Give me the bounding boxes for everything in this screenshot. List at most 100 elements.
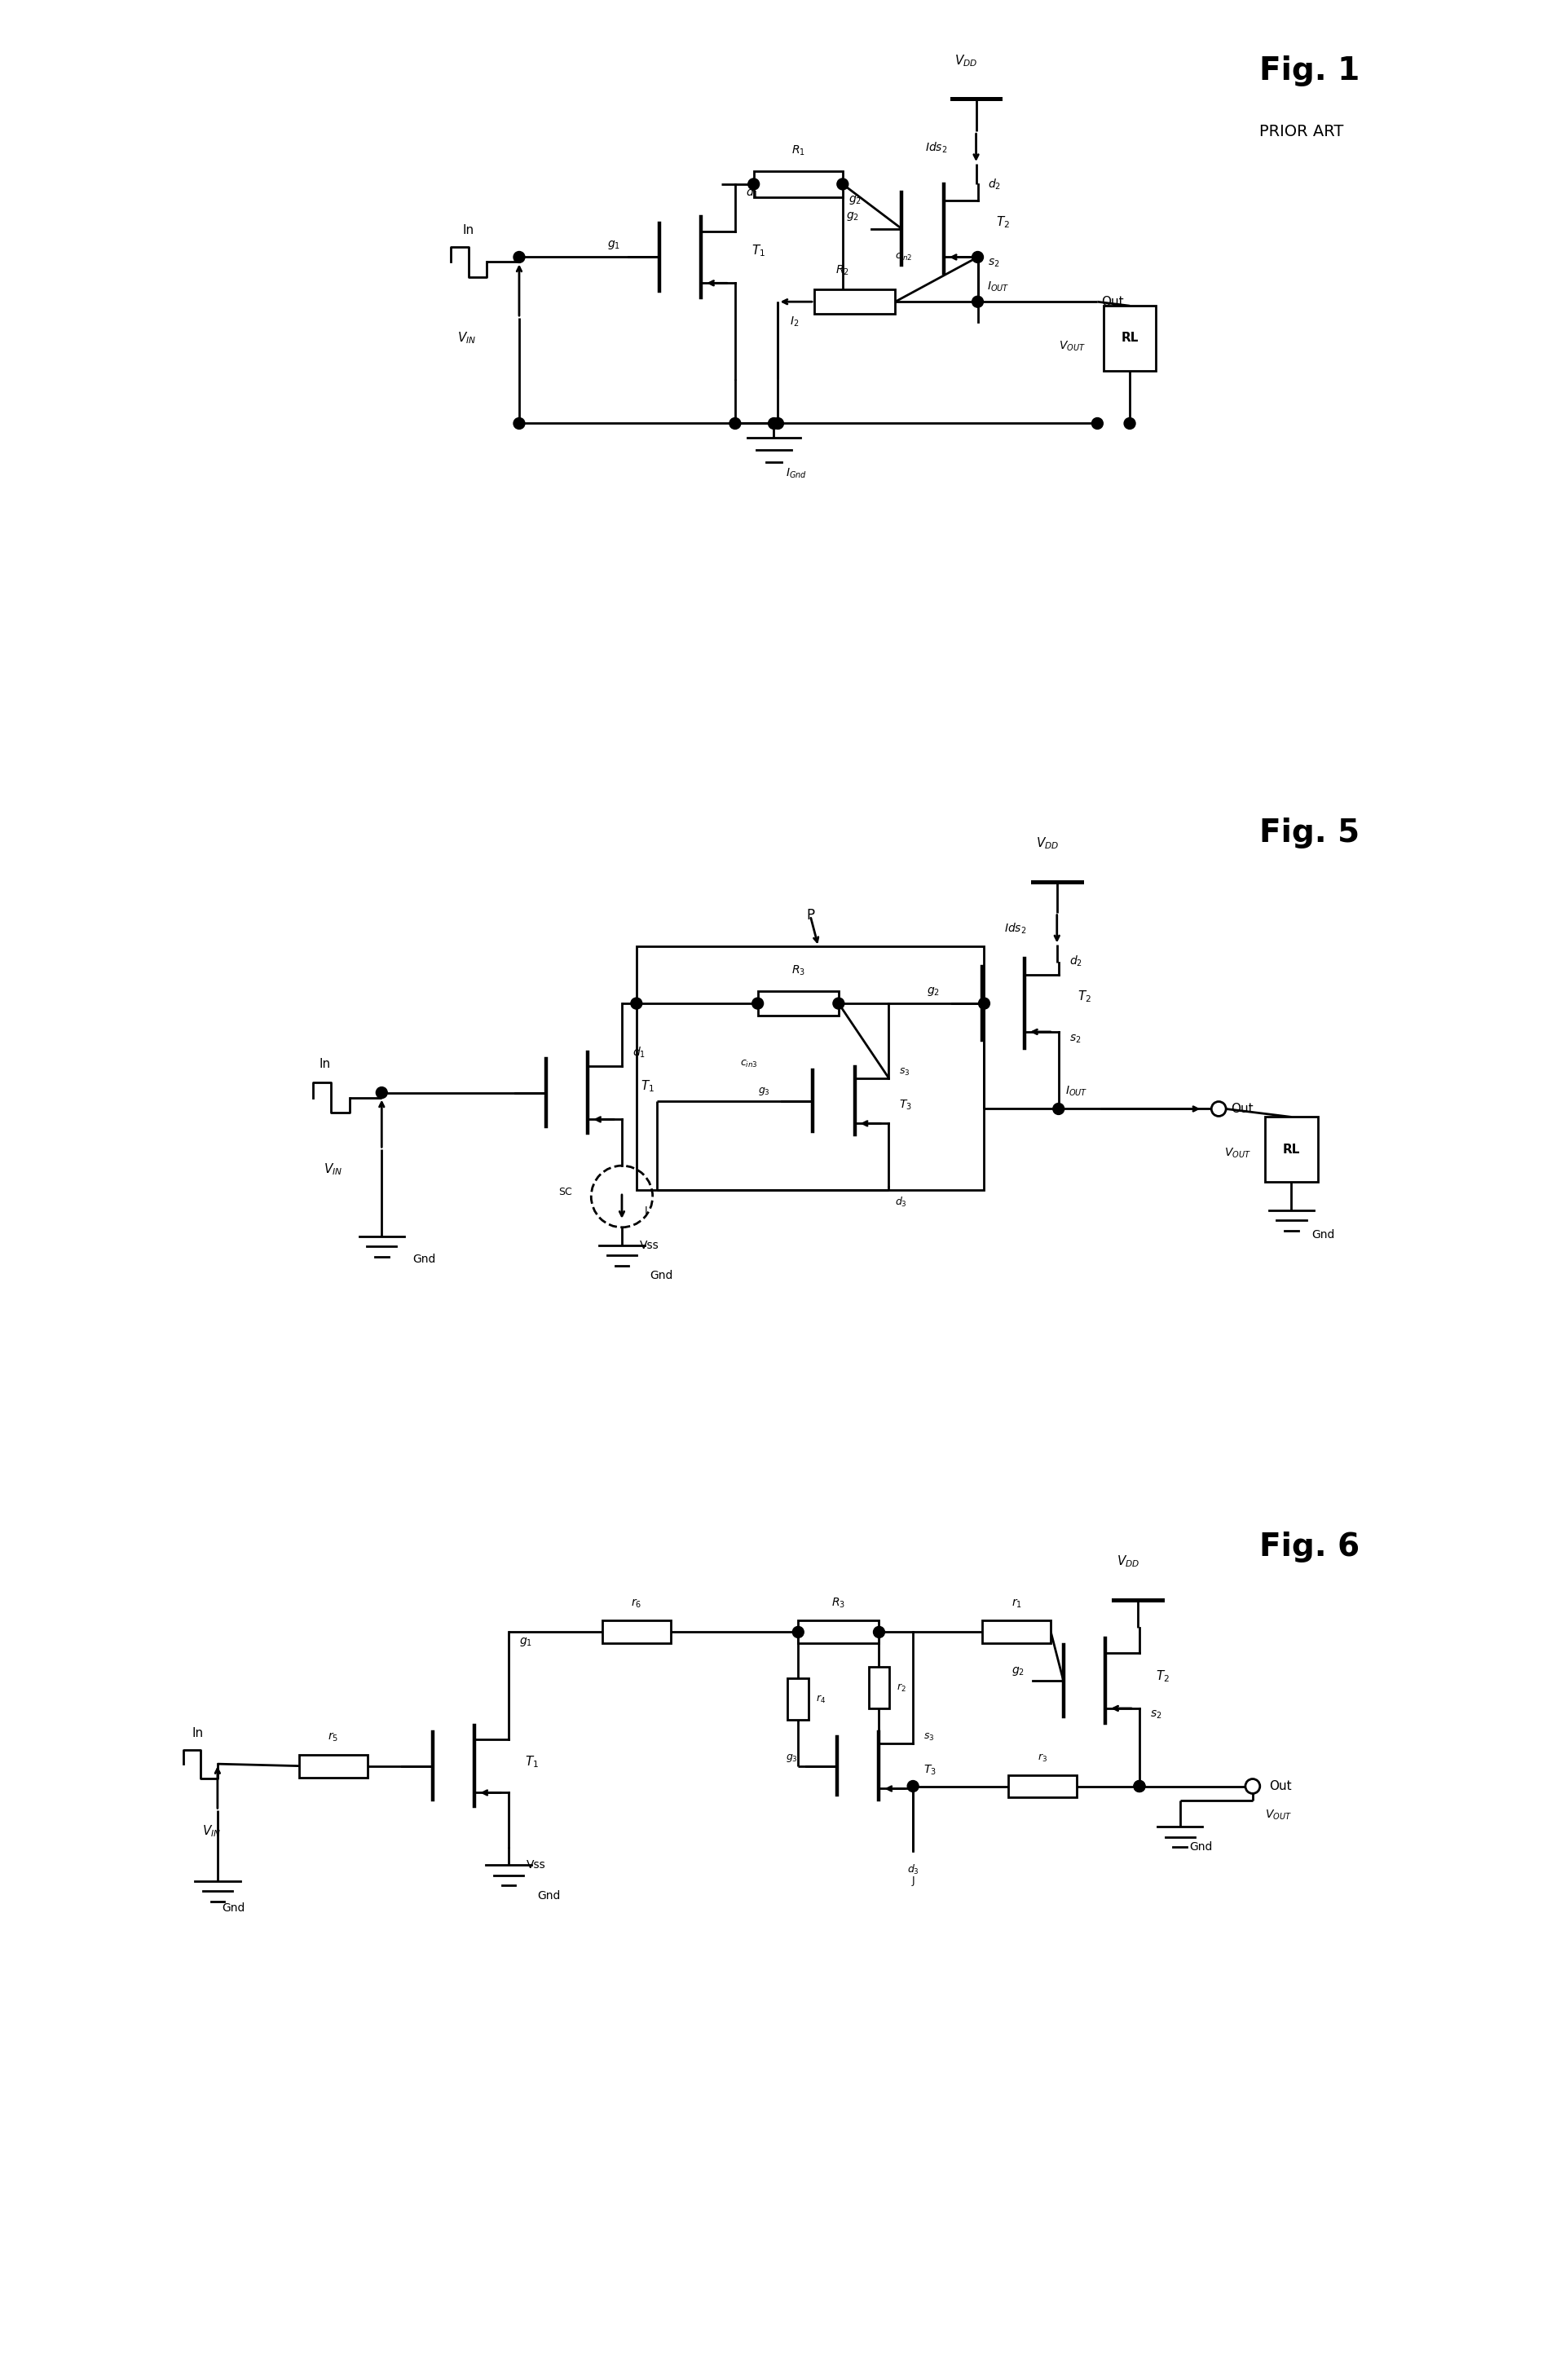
- Text: SC: SC: [558, 1188, 571, 1197]
- Text: $T_1$: $T_1$: [640, 1078, 654, 1095]
- Text: $g_3$: $g_3$: [786, 1752, 798, 1764]
- Bar: [814, 290, 894, 314]
- Circle shape: [873, 1626, 885, 1637]
- Text: Vss: Vss: [526, 1859, 546, 1871]
- Text: $V_{OUT}$: $V_{OUT}$: [1224, 1147, 1250, 1159]
- Circle shape: [972, 252, 982, 262]
- Circle shape: [1123, 419, 1135, 428]
- Text: $T_3$: $T_3$: [924, 1764, 936, 1778]
- Text: $d_2$: $d_2$: [987, 176, 1001, 190]
- Text: $c_{in3}$: $c_{in3}$: [739, 1059, 758, 1069]
- Text: P: P: [806, 907, 814, 923]
- Text: $d_3$: $d_3$: [907, 1864, 919, 1875]
- Circle shape: [978, 997, 989, 1009]
- Text: Gnd: Gnd: [650, 1271, 673, 1283]
- Bar: [868, 1666, 890, 1709]
- Text: $r_6$: $r_6$: [631, 1597, 642, 1609]
- Bar: [787, 1678, 808, 1721]
- Text: Gnd: Gnd: [1190, 1842, 1211, 1852]
- Circle shape: [1091, 419, 1103, 428]
- Circle shape: [631, 997, 642, 1009]
- Circle shape: [832, 997, 843, 1009]
- Bar: [1264, 1116, 1316, 1183]
- Text: $g_2$: $g_2$: [845, 209, 859, 224]
- Text: $g_2$: $g_2$: [1012, 1666, 1024, 1678]
- Circle shape: [729, 419, 741, 428]
- Circle shape: [1052, 1104, 1064, 1114]
- Text: I: I: [644, 1207, 647, 1216]
- Text: $R_2$: $R_2$: [835, 264, 849, 278]
- Text: $I_2$: $I_2$: [789, 314, 798, 328]
- Text: Gnd: Gnd: [537, 1890, 560, 1902]
- Circle shape: [747, 178, 760, 190]
- Circle shape: [1132, 1780, 1145, 1792]
- Text: PRIOR ART: PRIOR ART: [1258, 124, 1343, 138]
- Bar: [798, 1621, 879, 1645]
- Text: $Ids_2$: $Ids_2$: [925, 140, 947, 155]
- Circle shape: [792, 1626, 803, 1637]
- Text: Out: Out: [1101, 295, 1123, 307]
- Text: $V_{IN}$: $V_{IN}$: [456, 331, 476, 345]
- Bar: [982, 1621, 1050, 1645]
- Text: $R_3$: $R_3$: [831, 1597, 845, 1609]
- Circle shape: [837, 178, 848, 190]
- Text: $g_2$: $g_2$: [848, 195, 862, 207]
- Text: $T_2$: $T_2$: [996, 214, 1010, 231]
- Text: In: In: [192, 1728, 203, 1740]
- Text: RL: RL: [1282, 1142, 1299, 1157]
- Text: J: J: [911, 1875, 914, 1885]
- Bar: [758, 990, 838, 1016]
- Text: $V_{IN}$: $V_{IN}$: [203, 1823, 221, 1837]
- Text: $d_2$: $d_2$: [1069, 954, 1081, 969]
- Bar: [299, 1754, 367, 1778]
- Text: $V_{IN}$: $V_{IN}$: [323, 1161, 342, 1178]
- Text: Vss: Vss: [639, 1240, 659, 1252]
- Text: $T_3$: $T_3$: [899, 1097, 911, 1111]
- Text: $s_2$: $s_2$: [987, 257, 999, 269]
- Text: RL: RL: [1120, 333, 1139, 345]
- Text: $R_3$: $R_3$: [791, 964, 804, 978]
- Circle shape: [772, 419, 783, 428]
- Bar: [1007, 1775, 1077, 1797]
- Text: Fig. 1: Fig. 1: [1258, 55, 1358, 86]
- Circle shape: [514, 419, 524, 428]
- Text: $T_1$: $T_1$: [750, 243, 764, 259]
- Text: $c_{in2}$: $c_{in2}$: [894, 252, 913, 262]
- Bar: [1103, 305, 1156, 371]
- Text: $s_2$: $s_2$: [1149, 1709, 1162, 1721]
- Circle shape: [907, 1780, 919, 1792]
- Text: $s_3$: $s_3$: [899, 1066, 910, 1078]
- Text: $r_4$: $r_4$: [815, 1692, 826, 1704]
- Text: $r_3$: $r_3$: [1036, 1752, 1047, 1764]
- Text: $d_1$: $d_1$: [633, 1045, 645, 1059]
- Text: $r_1$: $r_1$: [1010, 1597, 1021, 1609]
- Circle shape: [972, 295, 982, 307]
- Circle shape: [376, 1088, 387, 1097]
- Text: $V_{OUT}$: $V_{OUT}$: [1058, 340, 1084, 352]
- Circle shape: [1245, 1778, 1259, 1795]
- Text: Gnd: Gnd: [412, 1254, 435, 1264]
- Text: $I_{Gnd}$: $I_{Gnd}$: [786, 466, 808, 481]
- Bar: [753, 171, 842, 198]
- Text: $d_1$: $d_1$: [746, 186, 758, 200]
- Bar: [636, 947, 984, 1190]
- Text: $R_1$: $R_1$: [791, 143, 804, 157]
- Text: $V_{DD}$: $V_{DD}$: [954, 52, 978, 69]
- Text: $V_{OUT}$: $V_{OUT}$: [1264, 1809, 1290, 1821]
- Text: $g_1$: $g_1$: [518, 1635, 532, 1647]
- Text: $s_3$: $s_3$: [924, 1733, 934, 1742]
- Circle shape: [752, 997, 763, 1009]
- Text: $I_{OUT}$: $I_{OUT}$: [1064, 1085, 1088, 1097]
- Text: In: In: [463, 224, 473, 236]
- Text: $g_3$: $g_3$: [758, 1085, 769, 1097]
- Text: $V_{DD}$: $V_{DD}$: [1035, 835, 1058, 852]
- Text: In: In: [319, 1059, 331, 1071]
- Text: $r_2$: $r_2$: [896, 1683, 907, 1695]
- Text: $r_5$: $r_5$: [328, 1730, 339, 1742]
- Text: $d_3$: $d_3$: [894, 1195, 907, 1209]
- Circle shape: [1132, 1780, 1145, 1792]
- Circle shape: [767, 419, 780, 428]
- Text: $T_1$: $T_1$: [524, 1754, 538, 1768]
- Text: $g_1$: $g_1$: [606, 238, 620, 250]
- Circle shape: [1211, 1102, 1225, 1116]
